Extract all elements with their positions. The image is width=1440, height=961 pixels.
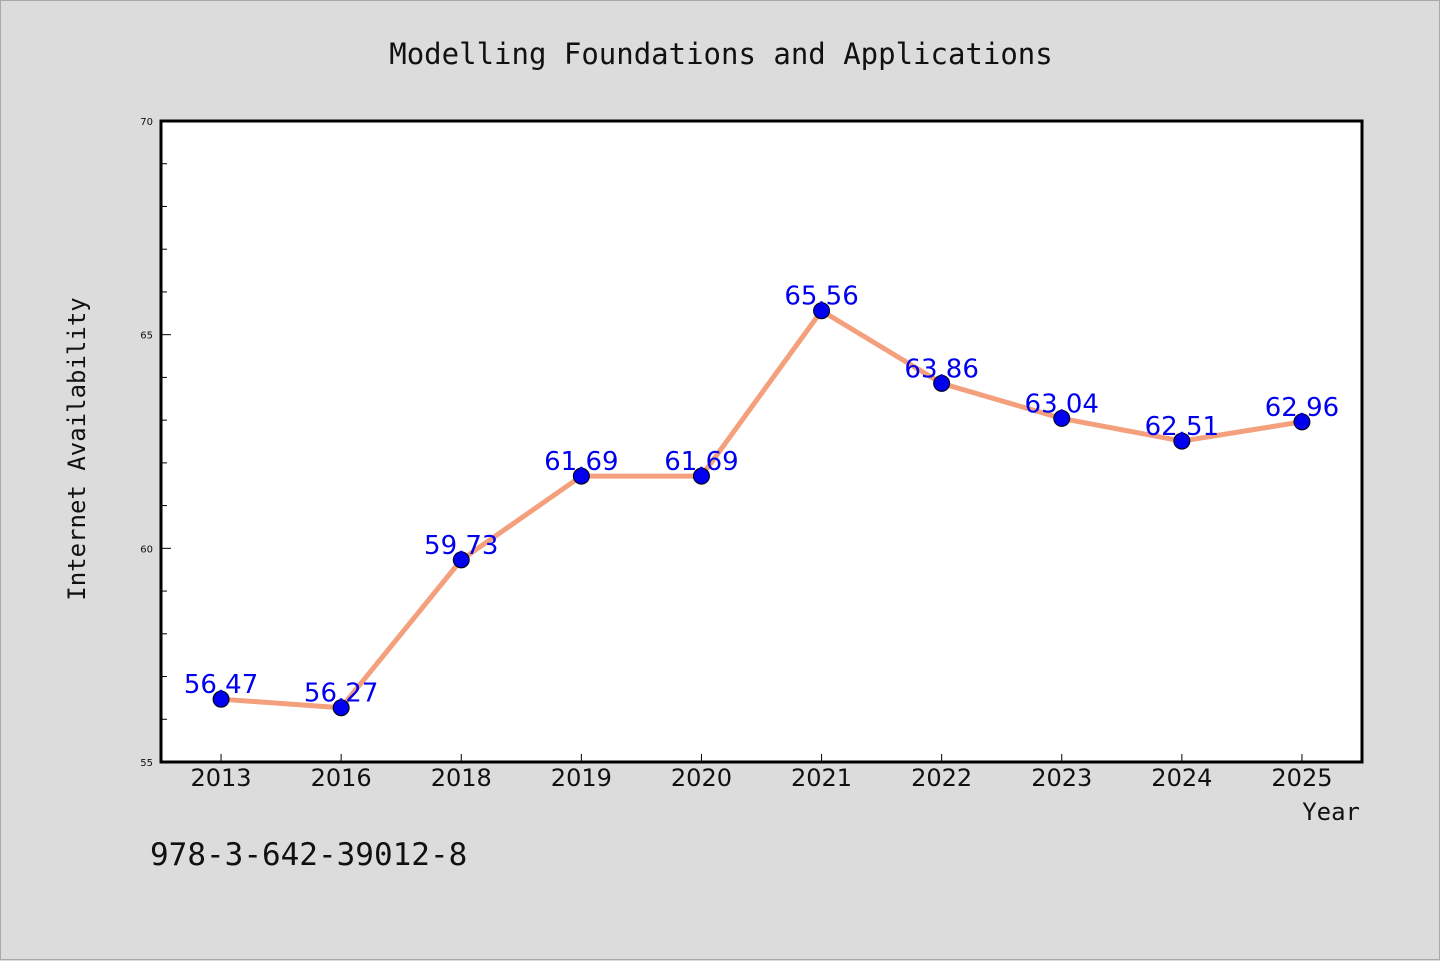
y-axis-title: Internet Availability — [63, 297, 91, 600]
data-point — [692, 467, 710, 485]
x-tick-label: 2020 — [671, 764, 732, 792]
data-point — [452, 551, 470, 569]
x-tick-label: 2016 — [311, 764, 372, 792]
isbn-text: 978-3-642-39012-8 — [150, 837, 467, 873]
x-axis: 2013 2016 2018 2019 2020 2021 2022 2023 2024 2025 — [191, 754, 1332, 792]
x-tick-label: 2021 — [791, 764, 852, 792]
data-point — [1053, 409, 1071, 427]
plot-area — [159, 119, 1364, 764]
data-point — [1293, 413, 1311, 431]
data-label: 62.51 — [1145, 412, 1219, 442]
series-layer: 56.47 56.27 59.73 61.69 61.69 65.56 63.86 63.04… — [184, 282, 1339, 717]
data-label: 65.56 — [784, 282, 858, 312]
y-tick-label: 65 — [140, 331, 153, 342]
x-tick-label: 2022 — [911, 764, 972, 792]
data-label: 61.69 — [544, 447, 618, 477]
y-tick-label: 55 — [140, 758, 153, 769]
x-tick-label: 2013 — [191, 764, 252, 792]
data-label: 62.96 — [1265, 393, 1339, 423]
data-label: 61.69 — [664, 447, 738, 477]
data-point — [813, 302, 831, 320]
series-line — [218, 308, 1305, 711]
y-axis: 55 60 65 70 — [140, 117, 171, 769]
x-tick-label: 2018 — [431, 764, 492, 792]
y-tick-label: 60 — [140, 544, 153, 555]
x-axis-title: Year — [1302, 798, 1360, 826]
data-point — [572, 467, 590, 485]
x-tick-label: 2025 — [1271, 764, 1332, 792]
chart-title: Modelling Foundations and Applications — [389, 37, 1052, 71]
data-label: 59.73 — [424, 531, 498, 561]
x-tick-label: 2023 — [1031, 764, 1092, 792]
data-label: 63.04 — [1025, 389, 1099, 419]
data-point — [332, 699, 350, 717]
data-point — [933, 374, 951, 392]
y-tick-label: 70 — [140, 117, 153, 128]
data-point — [1173, 432, 1191, 450]
data-point — [212, 690, 230, 708]
data-label: 63.86 — [904, 354, 978, 384]
data-label: 56.47 — [184, 670, 258, 700]
data-label: 56.27 — [304, 679, 378, 709]
x-tick-label: 2024 — [1151, 764, 1212, 792]
x-tick-label: 2019 — [551, 764, 612, 792]
